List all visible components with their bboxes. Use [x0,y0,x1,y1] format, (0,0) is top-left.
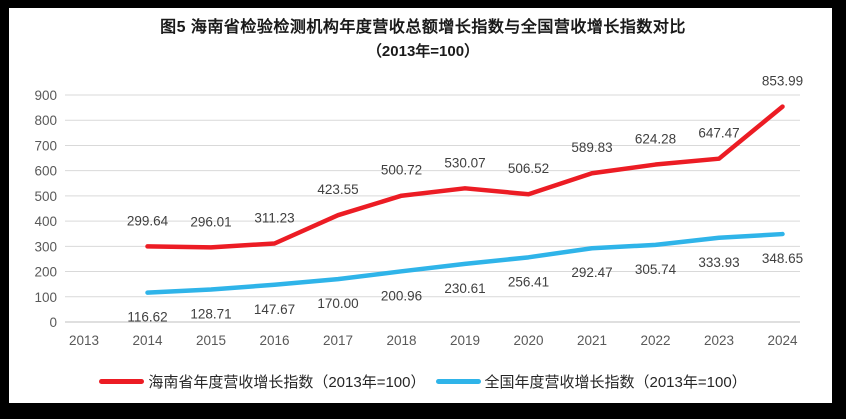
y-tick-label: 600 [34,164,57,179]
x-tick-label: 2015 [196,333,226,348]
x-tick-label: 2024 [767,333,798,348]
legend-item-national: 全国年度营收增长指数（2013年=100） [435,371,747,392]
y-tick-label: 300 [34,239,57,254]
data-label: 116.62 [127,310,167,325]
chart-title: 图5 海南省检验检测机构年度营收总额增长指数与全国营收增长指数对比 [160,19,686,36]
data-label: 200.96 [381,288,422,303]
series-line-national [145,231,785,295]
data-label: 500.72 [381,163,422,178]
data-label: 333.93 [698,255,739,270]
data-label: 147.67 [254,302,295,317]
data-label: 506.52 [508,161,549,176]
series-line-hainan [145,104,785,250]
chart-legend: 海南省年度营收增长指数（2013年=100） 全国年度营收增长指数（2013年=… [0,371,846,392]
y-tick-label: 700 [34,138,57,153]
chart-canvas [9,8,832,403]
data-label: 299.64 [127,213,169,228]
x-tick-label: 2023 [704,333,734,348]
y-tick-label: 200 [34,265,57,280]
data-label: 305.74 [635,262,677,277]
data-label: 292.47 [571,265,612,280]
data-label: 423.55 [317,182,358,197]
data-label: 647.47 [698,126,739,141]
data-label: 348.65 [762,251,803,266]
data-label: 128.71 [190,307,231,322]
legend-label-national: 全国年度营收增长指数（2013年=100） [484,374,747,391]
data-label: 230.61 [444,281,485,296]
hainan-line-swatch-icon [99,379,145,384]
data-label: 296.01 [190,214,231,229]
x-tick-label: 2019 [450,333,480,348]
legend-item-hainan: 海南省年度营收增长指数（2013年=100） [99,371,426,392]
y-tick-label: 0 [49,315,57,330]
data-label: 589.83 [571,140,612,155]
data-label: 853.99 [762,74,803,89]
chart-subtitle: （2013年=100） [366,43,480,60]
chart-title-block: 图5 海南省检验检测机构年度营收总额增长指数与全国营收增长指数对比 （2013年… [0,13,846,61]
national-line-swatch-icon [435,379,481,384]
y-tick-label: 500 [34,189,57,204]
x-tick-label: 2020 [513,333,543,348]
x-tick-label: 2021 [577,333,607,348]
data-label: 624.28 [635,132,676,147]
data-label: 530.07 [444,155,485,170]
x-tick-label: 2016 [259,333,289,348]
x-tick-label: 2017 [323,333,353,348]
data-label: 170.00 [317,296,358,311]
y-tick-label: 100 [34,290,57,305]
x-tick-label: 2022 [640,333,670,348]
legend-label-hainan: 海南省年度营收增长指数（2013年=100） [148,374,426,391]
x-tick-label: 2013 [69,333,99,348]
x-tick-label: 2018 [386,333,416,348]
x-tick-label: 2014 [132,333,163,348]
data-label: 311.23 [254,211,294,226]
y-tick-label: 400 [34,214,57,229]
y-tick-label: 800 [34,113,57,128]
y-tick-label: 900 [34,88,57,103]
data-label: 256.41 [508,274,549,289]
